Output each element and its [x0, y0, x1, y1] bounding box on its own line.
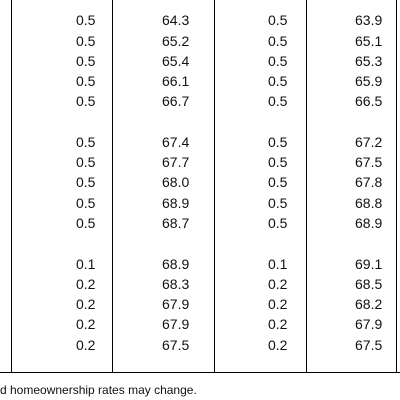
- table-cell: 68.8: [355, 195, 383, 211]
- table-cell: 65.3: [355, 53, 383, 69]
- table-cell: 0.5: [268, 12, 288, 28]
- table-cell: 68.3: [162, 276, 190, 292]
- table-cell: 68.0: [162, 174, 190, 190]
- table-cell: 0.5: [268, 73, 288, 89]
- table-cell: 67.9: [162, 296, 190, 312]
- table-cell: 68.7: [162, 215, 190, 231]
- table-column-rule: [214, 0, 215, 372]
- table-cell: 0.5: [268, 134, 288, 150]
- table-cell: 0.5: [268, 53, 288, 69]
- table-cell: 0.1: [76, 256, 96, 272]
- table-cell: 0.5: [268, 215, 288, 231]
- table-cell: 67.2: [355, 134, 383, 150]
- table-cell: 0.5: [76, 174, 96, 190]
- table-cell: 0.2: [268, 276, 288, 292]
- table-cell: 65.9: [355, 73, 383, 89]
- table-left-rule: [11, 0, 12, 372]
- table-cell: 69.1: [355, 256, 383, 272]
- table-cell: 68.9: [162, 195, 190, 211]
- table-cell: 65.1: [355, 33, 383, 49]
- table-cell: 66.5: [355, 93, 383, 109]
- table-cell: 63.9: [355, 12, 383, 28]
- table-cell: 0.2: [76, 276, 96, 292]
- table-cell: 0.2: [76, 337, 96, 353]
- table-cell: 0.2: [76, 316, 96, 332]
- table-cell: 67.4: [162, 134, 190, 150]
- table-footnote: d homeownership rates may change.: [0, 383, 197, 397]
- table-cell: 0.5: [76, 215, 96, 231]
- table-cell: 0.5: [76, 93, 96, 109]
- table-cell: 67.9: [355, 316, 383, 332]
- table-cell: 0.5: [76, 33, 96, 49]
- table-cell: 65.2: [162, 33, 190, 49]
- table-cell: 0.2: [76, 296, 96, 312]
- table-cell: 0.5: [76, 134, 96, 150]
- table-cell: 68.9: [355, 215, 383, 231]
- table-cell: 68.5: [355, 276, 383, 292]
- table-cell: 67.5: [355, 337, 383, 353]
- table-cell: 68.9: [162, 256, 190, 272]
- table-column-rule: [306, 0, 307, 372]
- table-cell: 67.5: [355, 154, 383, 170]
- table-column-rule: [112, 0, 113, 372]
- table-cell: 65.4: [162, 53, 190, 69]
- table-cell: 66.1: [162, 73, 190, 89]
- table-cell: 0.5: [268, 195, 288, 211]
- table-cell: 68.2: [355, 296, 383, 312]
- table-cell: 0.5: [76, 73, 96, 89]
- table-bottom-rule: [0, 372, 400, 373]
- table-cell: 0.1: [268, 256, 288, 272]
- table-cell: 0.5: [76, 195, 96, 211]
- table-cell: 0.5: [268, 154, 288, 170]
- table-cell: 0.2: [268, 337, 288, 353]
- table-cell: 0.5: [268, 93, 288, 109]
- table-cell: 67.9: [162, 316, 190, 332]
- table-cell: 0.5: [76, 53, 96, 69]
- table-cell: 64.3: [162, 12, 190, 28]
- table-cell: 0.5: [268, 33, 288, 49]
- table-cell: 0.2: [268, 316, 288, 332]
- table-cell: 67.8: [355, 174, 383, 190]
- table-cell: 67.7: [162, 154, 190, 170]
- table-cell: 67.5: [162, 337, 190, 353]
- table-cell: 66.7: [162, 93, 190, 109]
- table-cell: 0.5: [268, 174, 288, 190]
- table-cell: 0.2: [268, 296, 288, 312]
- table-cell: 0.5: [76, 12, 96, 28]
- table-right-rule: [396, 0, 397, 372]
- table-cell: 0.5: [76, 154, 96, 170]
